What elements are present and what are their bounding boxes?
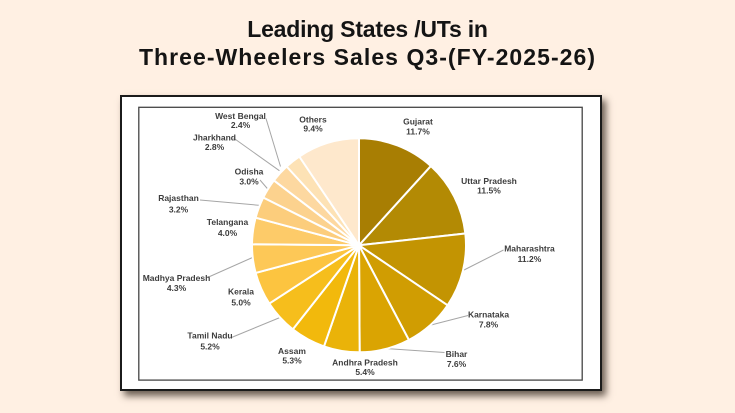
svg-text:Rajasthan: Rajasthan [158,193,199,203]
svg-text:3.2%: 3.2% [169,204,189,214]
svg-text:Uttar Pradesh: Uttar Pradesh [461,176,517,186]
svg-text:11.2%: 11.2% [518,254,542,264]
svg-text:Karnataka: Karnataka [468,310,509,320]
svg-text:Assam: Assam [278,346,306,356]
svg-text:2.8%: 2.8% [205,142,225,152]
svg-text:5.4%: 5.4% [355,367,375,377]
svg-text:11.5%: 11.5% [477,186,501,196]
svg-text:5.3%: 5.3% [282,356,302,366]
svg-text:4.0%: 4.0% [218,228,238,238]
svg-text:2.4%: 2.4% [231,120,251,130]
svg-text:West Bengal: West Bengal [215,111,266,121]
svg-text:5.0%: 5.0% [231,298,251,308]
svg-text:3.0%: 3.0% [239,176,259,186]
svg-text:Odisha: Odisha [235,167,264,177]
svg-text:Andhra Pradesh: Andhra Pradesh [332,358,398,368]
svg-text:Jharkhand: Jharkhand [193,133,236,143]
svg-text:7.6%: 7.6% [447,359,467,369]
svg-text:11.7%: 11.7% [406,126,430,136]
svg-text:5.2%: 5.2% [200,342,220,352]
svg-text:Gujarat: Gujarat [403,117,433,127]
svg-text:Kerala: Kerala [228,287,254,297]
svg-text:7.8%: 7.8% [479,320,499,330]
svg-text:Others: Others [299,115,327,125]
svg-text:4.3%: 4.3% [167,283,187,293]
svg-text:Madhya Pradesh: Madhya Pradesh [143,273,211,283]
svg-text:9.4%: 9.4% [303,124,323,134]
svg-text:Maharashtra: Maharashtra [504,244,555,254]
svg-text:Telangana: Telangana [207,217,249,227]
svg-text:Tamil Nadu: Tamil Nadu [187,331,232,341]
svg-text:Bihar: Bihar [446,349,468,359]
